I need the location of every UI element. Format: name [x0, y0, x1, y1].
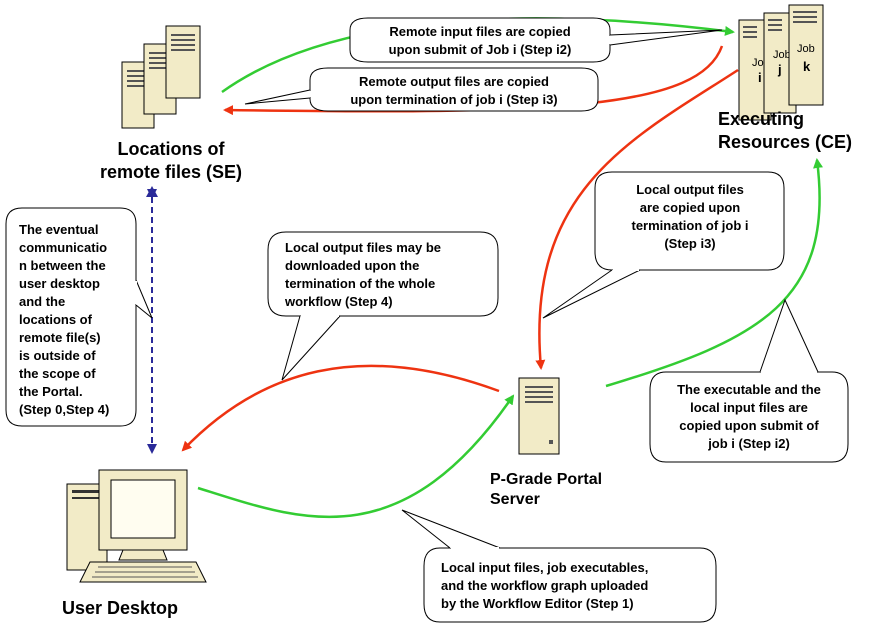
se-label-line-2: remote files (SE)	[100, 162, 242, 182]
callout-local-output-download-line-2: downloaded upon the	[285, 258, 419, 273]
ce-job-servers-icon: Job i Job j Job k	[738, 4, 824, 121]
callout-local-output-download: Local output files may be downloaded upo…	[267, 231, 499, 381]
callout-scope-note-line-3: n between the	[19, 258, 106, 273]
callout-upload-line-3: by the Workflow Editor (Step 1)	[441, 596, 634, 611]
callout-upload-line-1: Local input files, job executables,	[441, 560, 648, 575]
job-j-word: Job	[773, 49, 791, 61]
dashed-arrow-top-head	[146, 186, 158, 197]
portal-server-icon	[518, 377, 560, 455]
desktop-label: User Desktop	[62, 598, 178, 618]
callout-scope-note-line-6: locations of	[19, 312, 93, 327]
arrow-local-output-to-portal	[535, 68, 739, 370]
se-label-line-1: Locations of	[118, 139, 226, 159]
callout-upload-line-2: and the workflow graph uploaded	[441, 578, 648, 593]
arrow-download-to-desktop	[181, 364, 500, 452]
callout-remote-output-line-1: Remote output files are copied	[359, 74, 549, 89]
portal-label-line-1: P-Grade Portal	[490, 471, 602, 488]
callout-scope-note-line-10: the Portal.	[19, 384, 83, 399]
callout-scope-note: The eventual communicatio n between the …	[5, 207, 153, 427]
callout-remote-input: Remote input files are copied upon submi…	[349, 17, 723, 63]
callout-exec-input: The executable and the local input files…	[649, 298, 849, 463]
callout-exec-input-line-1: The executable and the	[677, 382, 821, 397]
arrow-upload-to-portal	[197, 394, 515, 519]
callout-scope-note-line-4: user desktop	[19, 276, 100, 291]
callout-remote-output-line-2: upon termination of job i (Step i3)	[350, 92, 557, 107]
callout-local-output-ce-line-2: are copied upon	[640, 200, 740, 215]
callout-upload: Local input files, job executables, and …	[401, 509, 717, 623]
callout-scope-note-line-8: is outside of	[19, 348, 96, 363]
callout-local-output-download-line-3: termination of the whole	[285, 276, 435, 291]
job-i-letter: i	[758, 70, 762, 85]
callout-scope-note-line-2: communicatio	[19, 240, 107, 255]
callout-exec-input-line-3: copied upon submit of	[679, 418, 819, 433]
se-servers-icon	[121, 25, 201, 129]
callout-exec-input-line-2: local input files are	[690, 400, 808, 415]
callout-remote-input-line-2: upon submit of Job i (Step i2)	[389, 42, 572, 57]
portal-label-line-2: Server	[490, 491, 540, 508]
callout-scope-note-line-9: the scope of	[19, 366, 96, 381]
callout-remote-input-line-1: Remote input files are copied	[389, 24, 570, 39]
callout-local-output-ce-line-1: Local output files	[636, 182, 744, 197]
callout-local-output-ce: Local output files are copied upon termi…	[542, 171, 785, 319]
callout-scope-note-line-1: The eventual	[19, 222, 98, 237]
callout-scope-note-line-11: (Step 0,Step 4)	[19, 402, 109, 417]
callout-local-output-ce-line-4: (Step i3)	[664, 236, 715, 251]
job-k-letter: k	[803, 59, 811, 74]
ce-label-line-2: Resources (CE)	[718, 132, 852, 152]
callout-remote-output: Remote output files are copied upon term…	[244, 67, 599, 112]
callout-local-output-ce-line-3: termination of job i	[632, 218, 749, 233]
arrow-exec-input-to-ce	[605, 158, 823, 388]
callout-local-output-download-line-4: workflow (Step 4)	[284, 294, 393, 309]
callout-local-output-download-line-1: Local output files may be	[285, 240, 441, 255]
job-k-word: Job	[797, 43, 815, 55]
callout-scope-note-line-5: and the	[19, 294, 65, 309]
ce-label-line-1: Executing	[718, 109, 804, 129]
desktop-computer-icon	[66, 469, 207, 583]
callout-exec-input-line-4: job i (Step i2)	[707, 436, 790, 451]
callout-scope-note-line-7: remote file(s)	[19, 330, 101, 345]
job-j-letter: j	[777, 62, 782, 77]
